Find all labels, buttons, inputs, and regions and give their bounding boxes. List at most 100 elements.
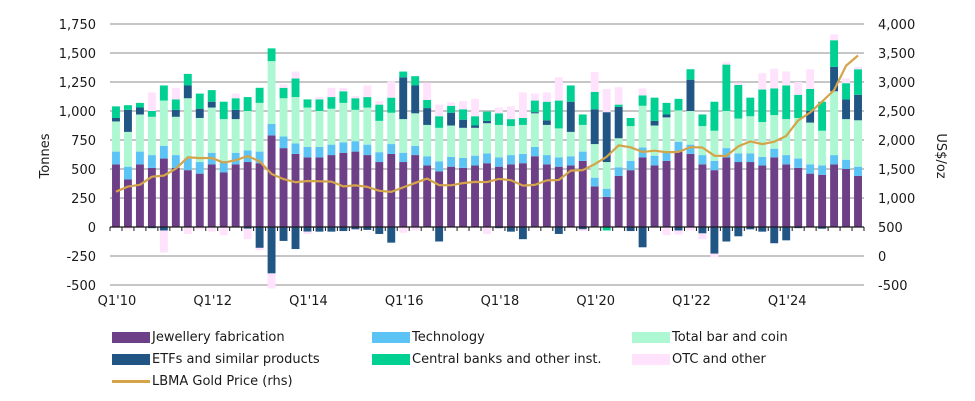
bar-segment-central-banks-and-other-inst: [674, 98, 683, 111]
bar-segment-jewellery-fabrication: [483, 163, 491, 227]
bar-segment-central-banks-and-other-inst: [830, 40, 839, 67]
bar-segment-etfs-and-similar-products: [159, 227, 168, 231]
bar-segment-otc-and-other: [495, 107, 503, 114]
bar-segment-jewellery-fabrication: [698, 164, 707, 227]
bar-segment-total-bar-and-coin: [590, 144, 599, 178]
bar-segment-technology: [279, 136, 288, 149]
y-tick-label: -250: [66, 250, 96, 265]
bar-segment-central-banks-and-other-inst: [530, 100, 539, 113]
bar-segment-technology: [171, 155, 180, 168]
bar-segment-jewellery-fabrication: [842, 169, 850, 227]
bar-segment-otc-and-other: [183, 227, 192, 234]
bar-segment-otc-and-other: [327, 87, 336, 98]
bar-segment-technology: [291, 143, 300, 154]
bar-segment-technology: [112, 151, 120, 165]
bar-segment-total-bar-and-coin: [542, 124, 551, 156]
bar-segment-technology: [566, 156, 575, 166]
bar-segment-total-bar-and-coin: [818, 130, 827, 166]
bar-segment-otc-and-other: [830, 34, 839, 41]
y2-tick-label: -500: [878, 279, 908, 294]
bar-segment-etfs-and-similar-products: [483, 120, 491, 124]
x-tick-label: Q1'24: [768, 294, 807, 309]
bar-segment-jewellery-fabrication: [530, 156, 539, 227]
bar-segment-jewellery-fabrication: [351, 151, 360, 227]
bar-segment-etfs-and-similar-products: [758, 227, 767, 232]
bar-segment-otc-and-other: [590, 72, 599, 92]
bar-segment-etfs-and-similar-products: [459, 119, 468, 128]
bar-segment-technology: [459, 157, 468, 168]
bar-segment-technology: [602, 188, 611, 197]
bar-segment-central-banks-and-other-inst: [112, 106, 120, 118]
bar-segment-technology: [147, 155, 156, 168]
bar-segment-central-banks-and-other-inst: [495, 113, 503, 125]
bar-segment-technology: [159, 145, 168, 159]
bar-segment-jewellery-fabrication: [363, 155, 372, 227]
bar-segment-technology: [674, 141, 683, 152]
bar-segment-jewellery-fabrication: [387, 153, 396, 227]
bar-segment-etfs-and-similar-products: [578, 227, 587, 230]
bar-segment-otc-and-other: [219, 227, 228, 236]
bar-segment-otc-and-other: [351, 95, 360, 99]
gold-price-line: [115, 54, 859, 193]
bar-segment-technology: [195, 162, 204, 174]
bar-segment-otc-and-other: [124, 227, 132, 230]
bar-segment-jewellery-fabrication: [159, 158, 168, 227]
bar-segment-jewellery-fabrication: [327, 155, 336, 227]
bar-segment-total-bar-and-coin: [112, 121, 120, 152]
y2-tick-label: 1,500: [878, 163, 915, 178]
bar-segment-central-banks-and-other-inst: [435, 116, 444, 128]
bar-segment-otc-and-other: [279, 84, 288, 88]
bar-segment-central-banks-and-other-inst: [447, 105, 456, 113]
bar-segment-central-banks-and-other-inst: [782, 85, 791, 120]
bar-segment-etfs-and-similar-products: [746, 227, 755, 230]
bar-segment-technology: [435, 161, 444, 172]
bar-segment-central-banks-and-other-inst: [854, 69, 862, 95]
bar-segment-technology: [339, 142, 348, 153]
legend-swatch: [372, 354, 410, 365]
bar-segment-etfs-and-similar-products: [842, 99, 850, 120]
legend-label: Central banks and other inst.: [412, 352, 602, 367]
bar-segment-otc-and-other: [662, 227, 671, 236]
bar-segment-etfs-and-similar-products: [447, 112, 456, 126]
bar-segment-jewellery-fabrication: [243, 162, 252, 227]
bar-segment-central-banks-and-other-inst: [710, 101, 719, 131]
bar-segment-total-bar-and-coin: [231, 119, 240, 153]
bar-segment-etfs-and-similar-products: [506, 227, 515, 232]
bar-segment-total-bar-and-coin: [734, 118, 743, 154]
legend-item-technology: Technology: [372, 330, 485, 345]
bar-segment-central-banks-and-other-inst: [255, 87, 264, 103]
bar-segment-otc-and-other: [231, 93, 240, 99]
bar-segment-otc-and-other: [399, 227, 408, 233]
y2-tick-label: 0: [878, 250, 886, 265]
bar-segment-etfs-and-similar-products: [399, 77, 408, 120]
bar-segment-technology: [770, 148, 779, 158]
bar-segment-otc-and-other: [243, 228, 252, 240]
bar-segment-technology: [758, 156, 767, 166]
bar-segment-otc-and-other: [758, 73, 767, 90]
bar-segment-total-bar-and-coin: [746, 116, 755, 154]
bar-segment-etfs-and-similar-products: [303, 227, 312, 232]
bar-segment-central-banks-and-other-inst: [351, 98, 360, 110]
bar-segment-total-bar-and-coin: [483, 123, 491, 154]
bar-segment-otc-and-other: [387, 81, 396, 98]
bar-segment-jewellery-fabrication: [147, 167, 156, 227]
bar-segment-technology: [495, 157, 503, 167]
bar-segment-total-bar-and-coin: [147, 116, 156, 156]
bar-segment-jewellery-fabrication: [207, 164, 216, 227]
legend-label: Technology: [412, 330, 485, 345]
bar-segment-technology: [554, 157, 563, 167]
bar-segment-jewellery-fabrication: [710, 170, 719, 227]
bar-segment-jewellery-fabrication: [495, 166, 503, 227]
legend-item-etfs: ETFs and similar products: [112, 352, 320, 367]
bar-segment-etfs-and-similar-products: [135, 107, 144, 115]
bar-segment-technology: [423, 156, 432, 166]
bar-segment-etfs-and-similar-products: [854, 94, 862, 121]
bar-segment-jewellery-fabrication: [279, 148, 288, 227]
y2-tick-label: 2,500: [878, 105, 915, 120]
bar-segment-central-banks-and-other-inst: [124, 105, 132, 110]
bar-segment-otc-and-other: [435, 104, 444, 117]
bar-segment-total-bar-and-coin: [495, 124, 503, 158]
bar-segment-etfs-and-similar-products: [267, 227, 276, 274]
bar-segment-central-banks-and-other-inst: [147, 111, 156, 117]
